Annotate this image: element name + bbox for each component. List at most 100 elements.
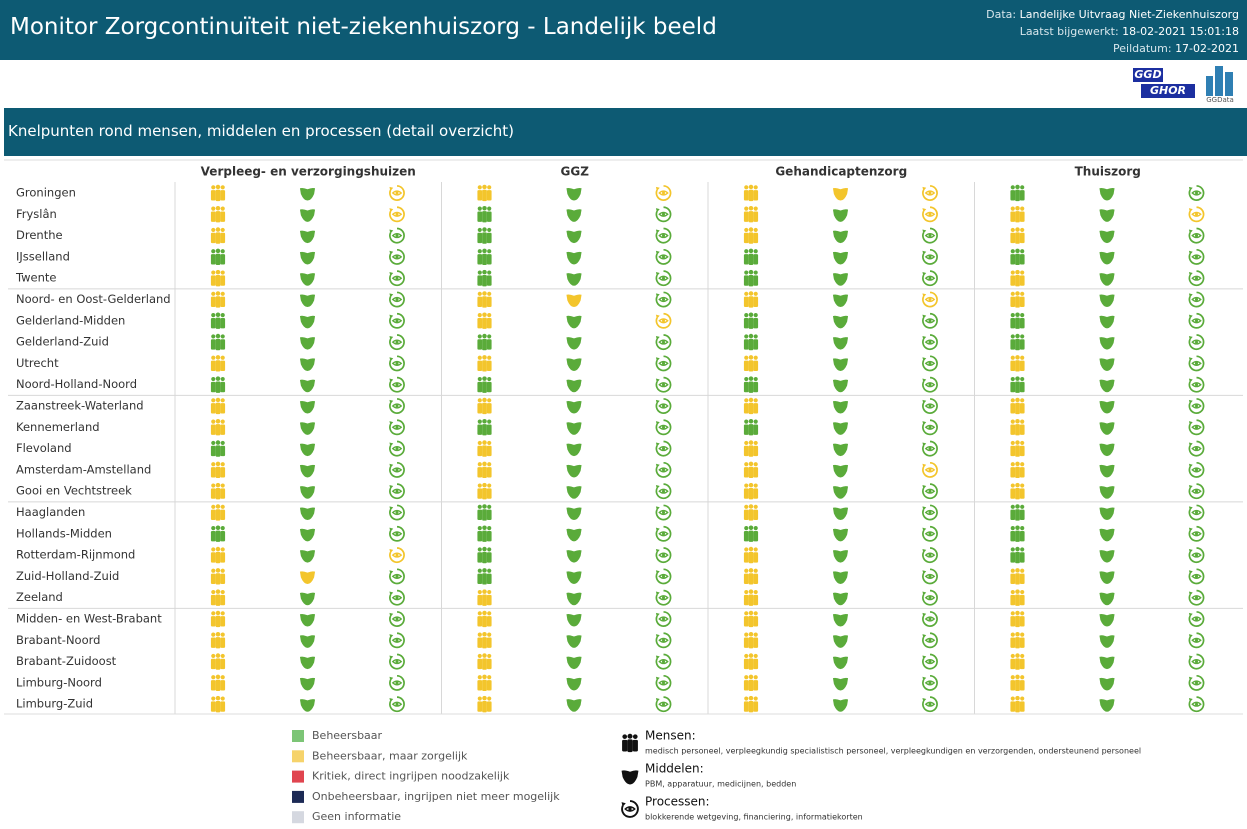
status-icon bbox=[743, 610, 759, 628]
meta-value: Landelijke Uitvraag Niet-Ziekenhuiszorg bbox=[1019, 8, 1239, 21]
status-icon bbox=[388, 674, 405, 691]
status-icon bbox=[388, 312, 405, 329]
logo-text: GGD bbox=[1134, 68, 1161, 81]
status-icon bbox=[388, 398, 405, 414]
status-icon bbox=[566, 550, 582, 563]
status-icon bbox=[1099, 507, 1115, 521]
row-label: Utrecht bbox=[16, 356, 59, 370]
status-icon bbox=[1099, 294, 1115, 308]
status-icon bbox=[566, 209, 582, 222]
status-icon bbox=[1188, 312, 1205, 329]
status-icon bbox=[921, 547, 938, 564]
status-icon bbox=[299, 571, 316, 584]
row-label: Brabant-Noord bbox=[16, 633, 100, 647]
status-icon bbox=[210, 355, 226, 372]
status-icon bbox=[210, 248, 226, 266]
section-title: Knelpunten rond mensen, middelen en proc… bbox=[8, 122, 515, 140]
status-icon bbox=[477, 610, 492, 628]
status-icon bbox=[477, 227, 492, 244]
row-label: Zeeland bbox=[16, 590, 63, 604]
status-icon bbox=[1099, 464, 1115, 478]
status-icon bbox=[1099, 379, 1115, 393]
legend-swatch bbox=[292, 750, 304, 763]
status-icon bbox=[1099, 230, 1115, 244]
status-icon bbox=[388, 547, 405, 564]
logo-box bbox=[1141, 84, 1195, 98]
status-icon bbox=[477, 461, 492, 479]
status-icon bbox=[1010, 482, 1025, 500]
legend-swatch bbox=[292, 790, 304, 803]
status-icon bbox=[210, 291, 226, 308]
status-icon bbox=[1099, 635, 1115, 648]
status-icon bbox=[921, 376, 938, 393]
status-icon bbox=[299, 294, 316, 308]
status-icon bbox=[388, 206, 405, 223]
status-icon bbox=[1010, 546, 1025, 564]
status-icon bbox=[299, 486, 316, 499]
status-icon bbox=[299, 315, 316, 329]
status-icon bbox=[299, 464, 316, 478]
status-icon bbox=[1010, 248, 1025, 266]
status-icon bbox=[655, 461, 672, 478]
status-icon bbox=[210, 653, 226, 670]
status-icon bbox=[566, 337, 582, 350]
logo-bar bbox=[1225, 72, 1233, 96]
row-label: Midden- en West-Brabant bbox=[16, 612, 162, 626]
status-icon bbox=[299, 443, 316, 457]
status-icon bbox=[1010, 333, 1025, 351]
status-icon bbox=[743, 397, 759, 415]
status-icon bbox=[477, 205, 492, 223]
row-label: Zaanstreek-Waterland bbox=[16, 399, 144, 413]
status-icon bbox=[621, 770, 639, 785]
column-header: GGZ bbox=[561, 165, 590, 179]
status-icon bbox=[743, 376, 759, 393]
status-icon bbox=[566, 613, 582, 627]
status-icon bbox=[921, 398, 938, 414]
row-label: Haaglanden bbox=[16, 505, 85, 519]
status-icon bbox=[566, 273, 582, 286]
status-icon bbox=[655, 376, 672, 393]
category-name: Middelen: bbox=[645, 762, 704, 776]
status-icon bbox=[655, 419, 672, 436]
status-icon bbox=[655, 696, 672, 713]
status-icon bbox=[388, 376, 405, 393]
status-icon bbox=[299, 273, 316, 286]
status-icon bbox=[1099, 400, 1115, 414]
status-icon bbox=[743, 227, 759, 244]
status-icon bbox=[1010, 653, 1025, 670]
column-header: Gehandicaptenzorg bbox=[775, 165, 907, 179]
status-icon bbox=[921, 653, 938, 670]
status-icon bbox=[566, 315, 582, 329]
category-description: blokkerende wetgeving, financiering, inf… bbox=[645, 813, 863, 822]
status-icon bbox=[299, 528, 316, 542]
status-icon bbox=[566, 571, 582, 584]
status-icon bbox=[299, 379, 316, 393]
status-icon bbox=[832, 592, 849, 606]
status-icon bbox=[832, 507, 849, 521]
status-icon bbox=[832, 699, 849, 712]
logo-box bbox=[1133, 68, 1163, 82]
status-icon bbox=[1188, 248, 1205, 265]
row-label: Amsterdam-Amstelland bbox=[16, 462, 151, 476]
status-icon bbox=[388, 248, 405, 265]
status-icon bbox=[1188, 483, 1205, 500]
status-icon bbox=[299, 251, 316, 265]
row-label: Groningen bbox=[16, 186, 76, 200]
status-icon bbox=[1010, 589, 1025, 606]
row-label: Zuid-Holland-Zuid bbox=[16, 569, 119, 583]
logo-text: GHOR bbox=[1150, 84, 1186, 97]
status-icon bbox=[299, 422, 316, 435]
status-icon bbox=[1188, 547, 1205, 564]
status-icon bbox=[1010, 355, 1025, 372]
status-icon bbox=[210, 568, 226, 585]
status-icon bbox=[1099, 422, 1115, 435]
legend-label: Beheersbaar, maar zorgelijk bbox=[312, 749, 468, 762]
status-icon bbox=[743, 440, 759, 457]
status-icon bbox=[566, 187, 582, 201]
status-icon bbox=[477, 589, 492, 606]
status-icon bbox=[1010, 184, 1025, 202]
status-icon bbox=[655, 227, 672, 244]
status-icon bbox=[655, 525, 672, 542]
row-label: Rotterdam-Rijnmond bbox=[16, 548, 135, 562]
